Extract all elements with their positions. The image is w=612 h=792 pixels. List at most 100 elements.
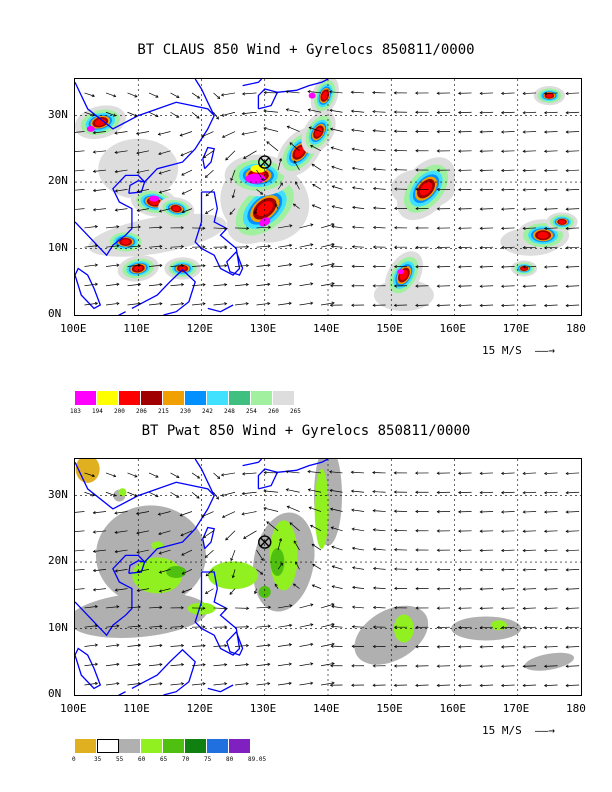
wind-vector-head <box>415 529 419 533</box>
wind-vector-head <box>522 587 526 591</box>
wind-vector <box>566 285 580 287</box>
colorbar-tick-label: 55 <box>116 756 124 763</box>
wind-vector-head <box>458 568 462 572</box>
wind-vector <box>93 150 107 153</box>
wind-vector-head <box>436 567 440 572</box>
wind-vector <box>191 111 200 119</box>
wind-vector-head <box>500 207 505 211</box>
wind-vector-head <box>310 524 314 528</box>
wind-vector <box>293 540 300 551</box>
wind-vector-head <box>351 644 355 648</box>
wind-vector-head <box>289 604 293 608</box>
wind-vector-head <box>268 605 272 609</box>
wind-vector <box>137 189 150 193</box>
wind-vector <box>331 527 343 532</box>
wind-vector <box>93 131 107 134</box>
colorbar-swatch <box>185 391 207 405</box>
wind-vector-head <box>331 223 335 227</box>
wind-vector <box>256 663 270 667</box>
wind-vector-head <box>565 111 569 115</box>
coastline-segment <box>131 268 196 315</box>
wind-vector-head <box>246 245 250 249</box>
wind-vector <box>352 226 365 229</box>
wind-vector-head <box>217 95 221 100</box>
wind-vector <box>232 569 236 578</box>
wind-vector-head <box>393 644 398 649</box>
wind-vector <box>75 208 85 210</box>
top-reference-vector: 15 M/S ——→ <box>482 344 555 357</box>
wind-vector <box>299 624 313 628</box>
wind-vector-head <box>479 149 483 153</box>
lon-tick-label: 110E <box>123 702 150 715</box>
wind-vector <box>256 549 264 561</box>
wind-vector <box>148 226 162 229</box>
wind-vector-head <box>91 113 95 117</box>
wind-vector-head <box>225 157 229 161</box>
wind-vector-head <box>260 571 264 575</box>
wind-vector <box>277 624 292 628</box>
wind-vector-head <box>522 626 526 630</box>
wind-vector-head <box>158 551 162 555</box>
wind-vector <box>320 682 335 686</box>
wind-vector <box>256 682 270 686</box>
wind-vector <box>148 303 163 306</box>
lon-tick-label: 130E <box>249 702 277 715</box>
wind-vector-head <box>159 244 163 249</box>
wind-vector <box>523 607 537 609</box>
wind-vector <box>373 587 386 589</box>
wind-vector <box>180 530 193 536</box>
wind-vector-head <box>479 207 483 211</box>
wind-vector-head <box>331 603 335 607</box>
wind-vector <box>105 663 119 667</box>
pwat-blob-lightgreen <box>118 488 127 497</box>
wind-vector-head <box>288 681 292 686</box>
wind-vector <box>75 569 85 571</box>
wind-vector-head <box>229 591 233 595</box>
wind-vector-head <box>522 471 526 476</box>
wind-vector-head <box>458 245 462 250</box>
wind-vector <box>523 588 537 590</box>
wind-vector-head <box>116 681 120 686</box>
wind-vector <box>320 243 335 248</box>
wind-vector-head <box>202 644 206 648</box>
wind-vector <box>480 626 494 629</box>
colorbar-swatch <box>229 739 251 753</box>
wind-vector <box>105 92 116 97</box>
wind-vector-head <box>329 303 333 307</box>
wind-vector <box>351 490 365 493</box>
wind-vector-head <box>202 283 206 287</box>
wind-vector-head <box>263 90 267 95</box>
wind-vector-head <box>522 111 526 115</box>
wind-vector <box>115 150 128 153</box>
wind-vector <box>286 489 300 493</box>
wind-vector-head <box>253 591 258 595</box>
wind-vector-head <box>500 284 505 288</box>
wind-vector-head <box>565 149 569 153</box>
wind-vector <box>105 264 119 267</box>
wind-vector-head <box>157 512 161 516</box>
wind-vector <box>225 150 236 161</box>
wind-vector <box>523 472 537 474</box>
wind-vector-head <box>155 494 159 498</box>
wind-vector <box>159 169 171 174</box>
wind-vector-head <box>393 683 397 687</box>
cloud-core-yellow <box>250 164 267 173</box>
wind-vector <box>93 549 107 552</box>
wind-vector-head <box>479 226 483 230</box>
ref-arrow-icon: ——→ <box>528 344 555 357</box>
wind-vector <box>544 304 558 306</box>
coastline-segment <box>202 146 215 170</box>
wind-vector-head <box>224 625 228 629</box>
wind-vector <box>254 208 257 214</box>
wind-vector-head <box>522 246 526 250</box>
wind-vector <box>329 489 343 493</box>
wind-vector <box>523 626 537 629</box>
wind-vector <box>352 246 365 248</box>
wind-vector-head <box>92 208 96 212</box>
wind-vector <box>256 569 263 575</box>
wind-vector <box>170 284 184 287</box>
wind-vector <box>158 530 171 535</box>
wind-vector-head <box>436 265 440 269</box>
wind-vector-head <box>436 664 440 668</box>
wind-vector <box>544 92 558 94</box>
